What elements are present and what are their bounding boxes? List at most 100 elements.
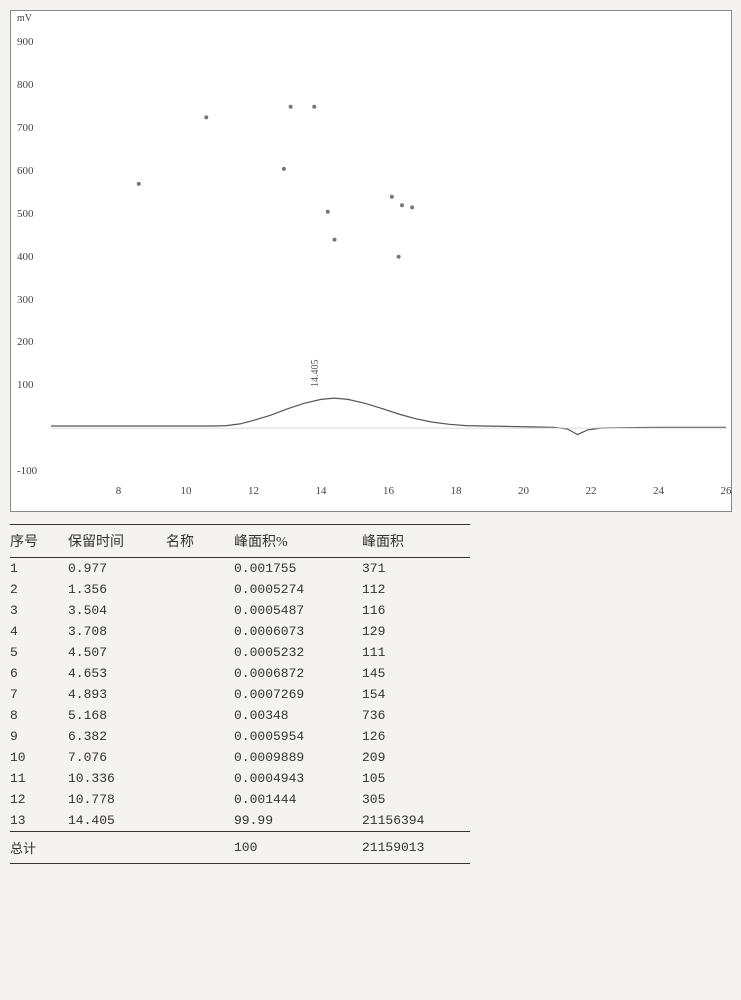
table-cell: 12 — [10, 789, 68, 810]
table-row: 1210.778 0.001444305 — [10, 789, 470, 810]
table-cell: 4 — [10, 621, 68, 642]
col-areapct: 峰面积% — [234, 525, 362, 558]
table-cell: 99.99 — [234, 810, 362, 832]
table-cell: 0.0005487 — [234, 600, 362, 621]
table-cell: 209 — [362, 747, 470, 768]
table-cell: 0.0006872 — [234, 663, 362, 684]
trace-svg — [51, 21, 726, 471]
table-cell: 1.356 — [68, 579, 166, 600]
table-cell: 736 — [362, 705, 470, 726]
table-row: 54.507 0.0005232111 — [10, 642, 470, 663]
table-cell: 5 — [10, 642, 68, 663]
table-cell: 0.0004943 — [234, 768, 362, 789]
table-cell: 0.0009889 — [234, 747, 362, 768]
table-cell: 1 — [10, 558, 68, 580]
table-cell: 14.405 — [68, 810, 166, 832]
table-cell — [166, 621, 234, 642]
table-cell: 3.708 — [68, 621, 166, 642]
x-tick: 26 — [721, 485, 732, 497]
table-cell: 116 — [362, 600, 470, 621]
table-cell: 0.00348 — [234, 705, 362, 726]
table-cell: 7 — [10, 684, 68, 705]
table-cell: 0.001444 — [234, 789, 362, 810]
y-tick: 900 — [11, 36, 52, 48]
table-cell: 0.001755 — [234, 558, 362, 580]
col-rt: 保留时间 — [68, 525, 166, 558]
table-cell: 129 — [362, 621, 470, 642]
footer-label: 总计 — [10, 832, 68, 864]
table-cell: 145 — [362, 663, 470, 684]
x-tick: 24 — [653, 485, 664, 497]
y-tick: 200 — [11, 336, 52, 348]
peak-table-container: 序号 保留时间 名称 峰面积% 峰面积 10.9770.00175537121.… — [10, 524, 470, 864]
table-cell: 111 — [362, 642, 470, 663]
table-cell: 4.893 — [68, 684, 166, 705]
table-row: 10.977 0.001755371 — [10, 558, 470, 580]
col-area: 峰面积 — [362, 525, 470, 558]
table-cell: 2 — [10, 579, 68, 600]
table-cell: 9 — [10, 726, 68, 747]
table-cell: 3.504 — [68, 600, 166, 621]
chromatogram-chart: mV -100100200300400500600700800900 81012… — [10, 10, 732, 512]
table-cell: 10 — [10, 747, 68, 768]
x-tick: 18 — [451, 485, 462, 497]
col-name: 名称 — [166, 525, 234, 558]
y-tick: 700 — [11, 122, 52, 134]
footer-rt — [68, 832, 166, 864]
table-cell: 0.0005954 — [234, 726, 362, 747]
table-cell: 10.778 — [68, 789, 166, 810]
table-row: 21.356 0.0005274112 — [10, 579, 470, 600]
table-cell: 105 — [362, 768, 470, 789]
y-tick: 600 — [11, 165, 52, 177]
y-axis-unit: mV — [17, 13, 32, 24]
x-tick: 10 — [181, 485, 192, 497]
table-cell — [166, 768, 234, 789]
table-cell: 371 — [362, 558, 470, 580]
y-tick: 400 — [11, 251, 52, 263]
footer-area: 21159013 — [362, 832, 470, 864]
table-cell: 0.0005232 — [234, 642, 362, 663]
table-cell: 4.507 — [68, 642, 166, 663]
table-cell — [166, 642, 234, 663]
table-cell: 13 — [10, 810, 68, 832]
table-cell: 305 — [362, 789, 470, 810]
table-cell: 8 — [10, 705, 68, 726]
x-tick: 8 — [116, 485, 122, 497]
table-cell — [166, 579, 234, 600]
x-tick: 20 — [518, 485, 529, 497]
table-cell — [166, 600, 234, 621]
table-row: 74.893 0.0007269154 — [10, 684, 470, 705]
table-cell: 21156394 — [362, 810, 470, 832]
table-cell — [166, 684, 234, 705]
y-tick: -100 — [11, 465, 52, 477]
table-cell: 11 — [10, 768, 68, 789]
table-cell: 0.0007269 — [234, 684, 362, 705]
table-cell — [166, 789, 234, 810]
footer-areapct: 100 — [234, 832, 362, 864]
y-tick: 800 — [11, 79, 52, 91]
table-cell: 154 — [362, 684, 470, 705]
table-row: 1314.405 99.9921156394 — [10, 810, 470, 832]
table-cell — [166, 747, 234, 768]
y-tick: 100 — [11, 379, 52, 391]
table-cell: 6 — [10, 663, 68, 684]
table-cell: 0.0005274 — [234, 579, 362, 600]
table-header: 序号 保留时间 名称 峰面积% 峰面积 — [10, 525, 470, 558]
table-cell: 6.382 — [68, 726, 166, 747]
y-tick: 500 — [11, 208, 52, 220]
x-tick: 14 — [316, 485, 327, 497]
table-cell: 126 — [362, 726, 470, 747]
peak-label: 14.405 — [310, 360, 321, 388]
table-cell: 0.977 — [68, 558, 166, 580]
table-cell — [166, 705, 234, 726]
x-tick: 22 — [586, 485, 597, 497]
table-cell — [166, 810, 234, 832]
table-cell: 5.168 — [68, 705, 166, 726]
table-row: 33.5040.0005487116 — [10, 600, 470, 621]
table-cell: 10.336 — [68, 768, 166, 789]
table-row: 85.168 0.00348736 — [10, 705, 470, 726]
table-row: 1110.336 0.0004943105 — [10, 768, 470, 789]
peak-table: 序号 保留时间 名称 峰面积% 峰面积 10.9770.00175537121.… — [10, 524, 470, 864]
y-tick: 300 — [11, 294, 52, 306]
table-cell: 112 — [362, 579, 470, 600]
